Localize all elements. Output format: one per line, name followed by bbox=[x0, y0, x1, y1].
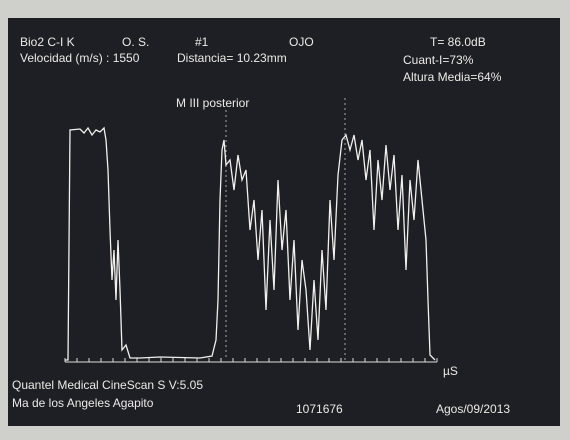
patient-id: 1071676 bbox=[296, 402, 343, 416]
patient: Ma de los Angeles Agapito bbox=[12, 396, 154, 410]
velocity: Velocidad (m/s) : 1550 bbox=[20, 51, 140, 65]
date: Agos/09/2013 bbox=[436, 402, 510, 416]
mode: OJO bbox=[289, 35, 314, 49]
quant: Cuant-I=73% bbox=[403, 53, 474, 67]
device: Quantel Medical CineScan S V:5.05 bbox=[12, 378, 203, 392]
number: #1 bbox=[195, 35, 209, 49]
screen: Bio2 C-I K O. S. #1 OJO T= 86.0dB Veloci… bbox=[0, 0, 570, 440]
axis-unit: µS bbox=[443, 364, 458, 378]
marker-label: M III posterior bbox=[176, 96, 249, 110]
height: Altura Media=64% bbox=[403, 70, 502, 84]
eye: O. S. bbox=[122, 35, 149, 49]
gain: T= 86.0dB bbox=[430, 35, 486, 49]
distance: Distancia= 10.23mm bbox=[177, 51, 287, 65]
model: Bio2 C-I K bbox=[20, 35, 75, 49]
